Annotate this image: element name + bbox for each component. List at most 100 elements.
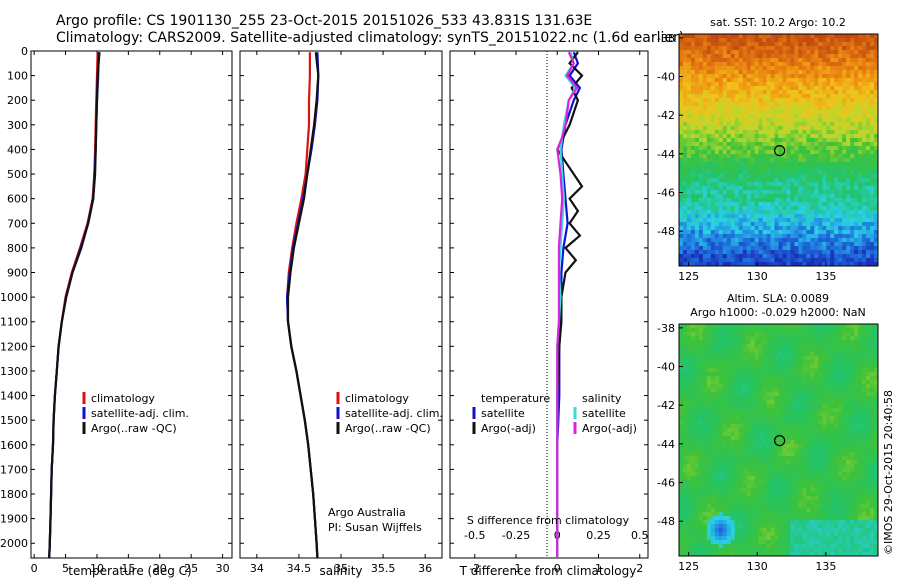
heatmap-cell	[806, 416, 811, 421]
heatmap-cell	[746, 210, 752, 215]
heatmap-cell	[750, 46, 756, 51]
heatmap-cell	[746, 444, 752, 449]
heatmap-cell	[770, 90, 775, 95]
heatmap-cell	[706, 206, 712, 211]
heatmap-cell	[862, 364, 867, 369]
heatmap-cell	[794, 408, 799, 413]
heatmap-cell	[706, 420, 712, 425]
heatmap-cell	[806, 154, 811, 159]
heatmap-cell	[766, 352, 771, 357]
heatmap-cell	[706, 460, 712, 465]
heatmap-cell	[738, 440, 744, 445]
heatmap-cell	[782, 70, 787, 75]
heatmap-cell	[746, 106, 752, 111]
heatmap-cell	[870, 368, 875, 373]
heatmap-cell	[754, 118, 759, 123]
heatmap-cell	[794, 130, 799, 135]
heatmap-cell	[754, 424, 759, 429]
heatmap-cell	[706, 174, 712, 179]
heatmap-cell	[858, 198, 863, 203]
heatmap-cell	[730, 106, 736, 111]
heatmap-cell	[802, 348, 807, 353]
heatmap-cell	[742, 440, 748, 445]
heatmap-cell	[694, 90, 700, 95]
heatmap-cell	[866, 230, 871, 235]
heatmap-cell	[738, 38, 744, 43]
heatmap-cell	[850, 388, 855, 393]
heatmap-cell	[814, 396, 819, 401]
heatmap-cell	[794, 242, 799, 247]
heatmap-cell	[798, 194, 803, 199]
heatmap-cell	[714, 90, 720, 95]
heatmap-cell	[762, 456, 767, 461]
heatmap-cell	[762, 82, 767, 87]
heatmap-cell	[686, 190, 692, 195]
heatmap-cell	[710, 178, 716, 183]
heatmap-cell	[838, 464, 843, 469]
heatmap-cell	[734, 360, 740, 365]
heatmap-cell	[834, 238, 839, 243]
heatmap-cell	[770, 344, 775, 349]
heatmap-cell	[810, 420, 815, 425]
heatmap-cell	[802, 444, 807, 449]
heatmap-cell	[850, 186, 855, 191]
heatmap-cell	[822, 456, 827, 461]
heatmap-cell	[870, 38, 875, 43]
heatmap-cell	[870, 384, 875, 389]
heatmap-cell	[842, 134, 847, 139]
heatmap-cell	[758, 376, 763, 381]
heatmap-cell	[694, 202, 700, 207]
heatmap-cell	[750, 114, 756, 119]
heatmap-cell	[830, 332, 835, 337]
heatmap-cell	[679, 384, 684, 389]
heatmap-cell	[726, 174, 732, 179]
heatmap-cell	[722, 468, 728, 473]
heatmap-cell	[798, 388, 803, 393]
heatmap-cell	[866, 146, 871, 151]
heatmap-cell	[842, 348, 847, 353]
heatmap-cell	[714, 226, 720, 231]
heatmap-cell	[842, 332, 847, 337]
heatmap-cell	[766, 368, 771, 373]
heatmap-cell	[830, 246, 835, 251]
heatmap-cell	[758, 412, 763, 417]
heatmap-cell	[738, 62, 744, 67]
heatmap-cell	[770, 460, 775, 465]
heatmap-cell	[810, 62, 815, 67]
heatmap-cell	[870, 90, 875, 95]
heatmap-cell	[790, 94, 795, 99]
heatmap-cell	[838, 328, 843, 333]
heatmap-cell	[814, 102, 819, 107]
heatmap-cell	[710, 416, 716, 421]
heatmap-cell	[826, 62, 831, 67]
heatmap-cell	[794, 202, 799, 207]
heatmap-cell	[694, 436, 700, 441]
heatmap-cell	[862, 198, 867, 203]
heatmap-cell	[778, 428, 783, 433]
heatmap-cell	[694, 324, 700, 329]
heatmap-cell	[786, 122, 791, 127]
heatmap-cell	[854, 226, 859, 231]
heatmap-cell	[778, 214, 783, 219]
heatmap-cell	[766, 130, 771, 135]
heatmap-cell	[790, 424, 795, 429]
heatmap-cell	[854, 46, 859, 51]
heatmap-cell	[866, 448, 871, 453]
heatmap-cell	[874, 384, 879, 389]
heatmap-cell	[694, 352, 700, 357]
heatmap-cell	[818, 146, 823, 151]
heatmap-cell	[750, 174, 756, 179]
heatmap-cell	[754, 70, 759, 75]
heatmap-cell	[782, 384, 787, 389]
heatmap-cell	[826, 50, 831, 55]
heatmap-cell	[702, 66, 708, 71]
heatmap-cell	[679, 150, 684, 155]
heatmap-cell	[810, 332, 815, 337]
heatmap-cell	[762, 94, 767, 99]
heatmap-cell	[746, 142, 752, 147]
heatmap-cell	[802, 38, 807, 43]
heatmap-cell	[790, 372, 795, 377]
heatmap-cell	[766, 258, 771, 263]
heatmap-cell	[718, 42, 724, 47]
heatmap-cell	[698, 452, 704, 457]
